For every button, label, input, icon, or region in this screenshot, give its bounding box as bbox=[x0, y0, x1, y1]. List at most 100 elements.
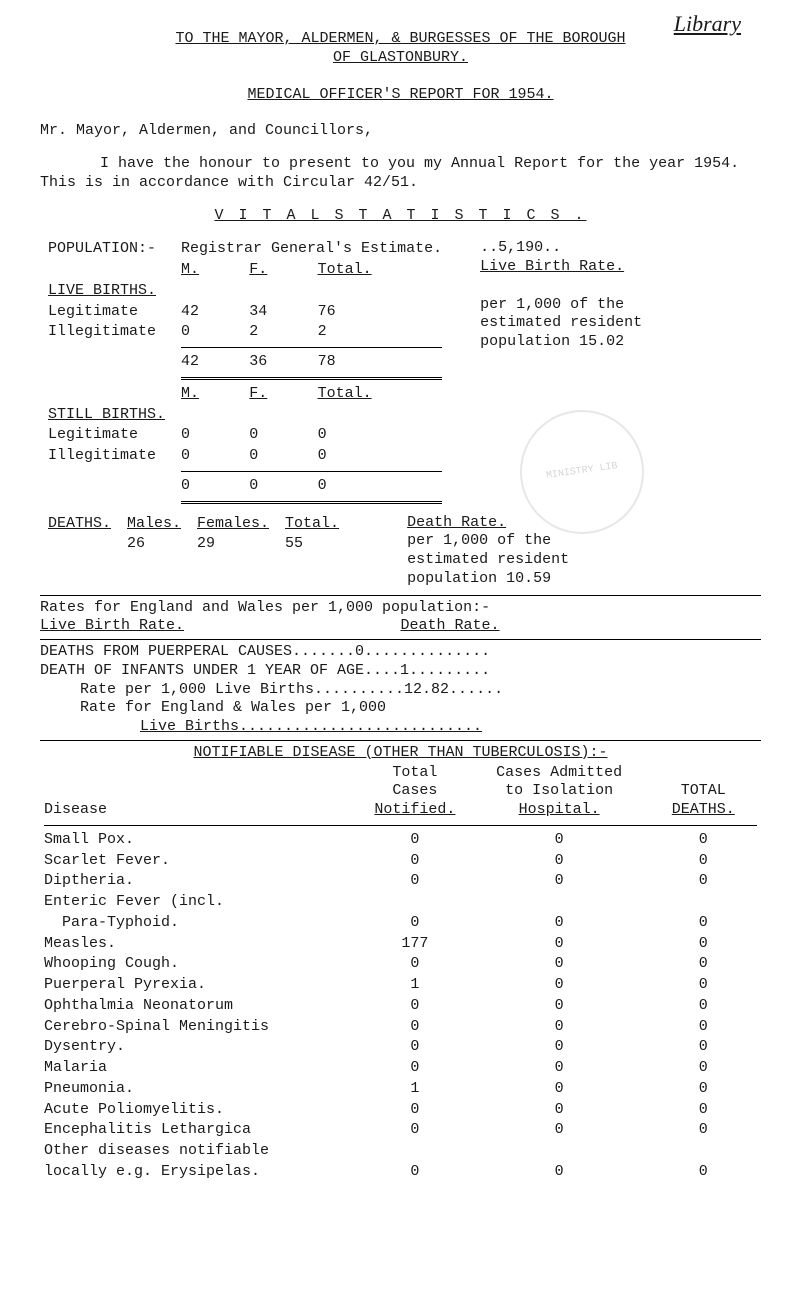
disease-name: Dysentry. bbox=[40, 1037, 357, 1058]
disease-deaths: 0 bbox=[646, 913, 761, 934]
table-row: Cerebro-Spinal Meningitis000 bbox=[40, 1017, 761, 1038]
lb-legit-f: 34 bbox=[241, 302, 309, 323]
th-hosp-b: to Isolation bbox=[505, 782, 613, 799]
dr-pop1059: population 10.59 bbox=[407, 570, 569, 589]
disease-name: Measles. bbox=[40, 934, 357, 955]
sb-legit-t: 0 bbox=[310, 425, 451, 446]
rates-line-2: DEATHS FROM PUERPERAL CAUSES.......0....… bbox=[40, 643, 761, 662]
table-row: Enteric Fever (incl. bbox=[40, 892, 761, 913]
disease-notified bbox=[357, 1141, 472, 1162]
rates-line-1c: Death Rate. bbox=[401, 617, 762, 636]
disease-deaths bbox=[646, 1141, 761, 1162]
disease-hospital: 0 bbox=[473, 934, 646, 955]
disease-hospital: 0 bbox=[473, 1017, 646, 1038]
disease-notified: 0 bbox=[357, 1058, 472, 1079]
death-rate-label: Death Rate. bbox=[407, 514, 569, 533]
disease-notified bbox=[357, 892, 472, 913]
handwritten-label: Library bbox=[674, 10, 741, 38]
table-row: Para-Typhoid.000 bbox=[40, 913, 761, 934]
disease-hospital: 0 bbox=[473, 851, 646, 872]
col-total: Total. bbox=[310, 260, 451, 281]
disease-deaths: 0 bbox=[646, 996, 761, 1017]
disease-notified: 0 bbox=[357, 1017, 472, 1038]
sb-total-m: 0 bbox=[173, 476, 241, 497]
disease-hospital: 0 bbox=[473, 954, 646, 975]
sb-illegit-m: 0 bbox=[173, 446, 241, 467]
disease-notified: 0 bbox=[357, 913, 472, 934]
dr-estres: estimated resident bbox=[407, 551, 569, 570]
disease-notified: 0 bbox=[357, 830, 472, 851]
disease-table: Disease Total Cases Notified. Cases Admi… bbox=[40, 763, 761, 1183]
disease-hospital: 0 bbox=[473, 830, 646, 851]
lb-illegit-t: 2 bbox=[310, 322, 451, 343]
disease-name: Other diseases notifiable bbox=[40, 1141, 357, 1162]
disease-name: Ophthalmia Neonatorum bbox=[40, 996, 357, 1017]
rates-line-1a: Rates for England and Wales per 1,000 po… bbox=[40, 599, 761, 618]
disease-hospital: 0 bbox=[473, 1079, 646, 1100]
disease-hospital bbox=[473, 892, 646, 913]
disease-deaths: 0 bbox=[646, 1017, 761, 1038]
disease-name: Small Pox. bbox=[40, 830, 357, 851]
th-total-a: Total bbox=[392, 764, 437, 781]
side-estres: estimated resident bbox=[480, 314, 642, 333]
disease-notified: 177 bbox=[357, 934, 472, 955]
sb-total-t: 0 bbox=[310, 476, 451, 497]
sb-illegit-label: Illegitimate bbox=[40, 446, 173, 467]
table-row: Puerperal Pyrexia.100 bbox=[40, 975, 761, 996]
sb-legit-f: 0 bbox=[241, 425, 309, 446]
side-pop1502: population 15.02 bbox=[480, 333, 642, 352]
disease-notified: 0 bbox=[357, 1162, 472, 1183]
col-f2: F. bbox=[241, 384, 309, 405]
disease-deaths: 0 bbox=[646, 1120, 761, 1141]
col-total2: Total. bbox=[310, 384, 451, 405]
table-row: Scarlet Fever.000 bbox=[40, 851, 761, 872]
rates-line-6: Live Births........................... bbox=[40, 718, 761, 737]
rates-line-1b: Live Birth Rate. bbox=[40, 617, 401, 636]
deaths-f: 29 bbox=[189, 534, 277, 555]
table-row: Small Pox.000 bbox=[40, 830, 761, 851]
th-total-c: Notified. bbox=[374, 801, 455, 818]
col-total3: Total. bbox=[277, 514, 347, 535]
vital-stats-header: V I T A L S T A T I S T I C S . bbox=[40, 207, 761, 226]
disease-deaths: 0 bbox=[646, 954, 761, 975]
population-label: POPULATION:- bbox=[40, 239, 173, 260]
disease-notified: 1 bbox=[357, 975, 472, 996]
sb-legit-m: 0 bbox=[173, 425, 241, 446]
table-row: Encephalitis Lethargica000 bbox=[40, 1120, 761, 1141]
disease-hospital: 0 bbox=[473, 996, 646, 1017]
th-hosp-a: Cases Admitted bbox=[496, 764, 622, 781]
side-live-birth-rate: Live Birth Rate. bbox=[480, 258, 642, 277]
sb-illegit-t: 0 bbox=[310, 446, 451, 467]
disease-hospital: 0 bbox=[473, 1100, 646, 1121]
disease-deaths: 0 bbox=[646, 934, 761, 955]
disease-notified: 0 bbox=[357, 1100, 472, 1121]
disease-name: Encephalitis Lethargica bbox=[40, 1120, 357, 1141]
disease-notified: 1 bbox=[357, 1079, 472, 1100]
legit-label: Legitimate bbox=[40, 302, 173, 323]
disease-name: Para-Typhoid. bbox=[40, 913, 357, 934]
rates-line-3: DEATH OF INFANTS UNDER 1 YEAR OF AGE....… bbox=[40, 662, 761, 681]
table-row: Other diseases notifiable bbox=[40, 1141, 761, 1162]
registrar-label: Registrar General's Estimate. bbox=[173, 239, 450, 260]
rates-line-5: Rate for England & Wales per 1,000 bbox=[40, 699, 761, 718]
disease-notified: 0 bbox=[357, 871, 472, 892]
disease-name: Puerperal Pyrexia. bbox=[40, 975, 357, 996]
disease-notified: 0 bbox=[357, 996, 472, 1017]
title-sub: OF GLASTONBURY. bbox=[333, 49, 468, 66]
notifiable-header: NOTIFIABLE DISEASE (OTHER THAN TUBERCULO… bbox=[40, 744, 761, 763]
disease-hospital: 0 bbox=[473, 871, 646, 892]
disease-name: Acute Poliomyelitis. bbox=[40, 1100, 357, 1121]
disease-name: locally e.g. Erysipelas. bbox=[40, 1162, 357, 1183]
col-males: Males. bbox=[119, 514, 189, 535]
disease-hospital: 0 bbox=[473, 975, 646, 996]
sb-illegit-f: 0 bbox=[241, 446, 309, 467]
live-births-label: LIVE BIRTHS. bbox=[40, 281, 173, 302]
table-row: Dysentry.000 bbox=[40, 1037, 761, 1058]
disease-deaths: 0 bbox=[646, 1100, 761, 1121]
side-notes-births: ..5,190.. Live Birth Rate. per 1,000 of … bbox=[450, 239, 642, 352]
intro-paragraph: I have the honour to present to you my A… bbox=[40, 155, 761, 193]
table-row: Malaria000 bbox=[40, 1058, 761, 1079]
disease-notified: 0 bbox=[357, 1120, 472, 1141]
title-line: TO THE MAYOR, ALDERMEN, & BURGESSES OF T… bbox=[175, 30, 625, 47]
disease-deaths: 0 bbox=[646, 871, 761, 892]
